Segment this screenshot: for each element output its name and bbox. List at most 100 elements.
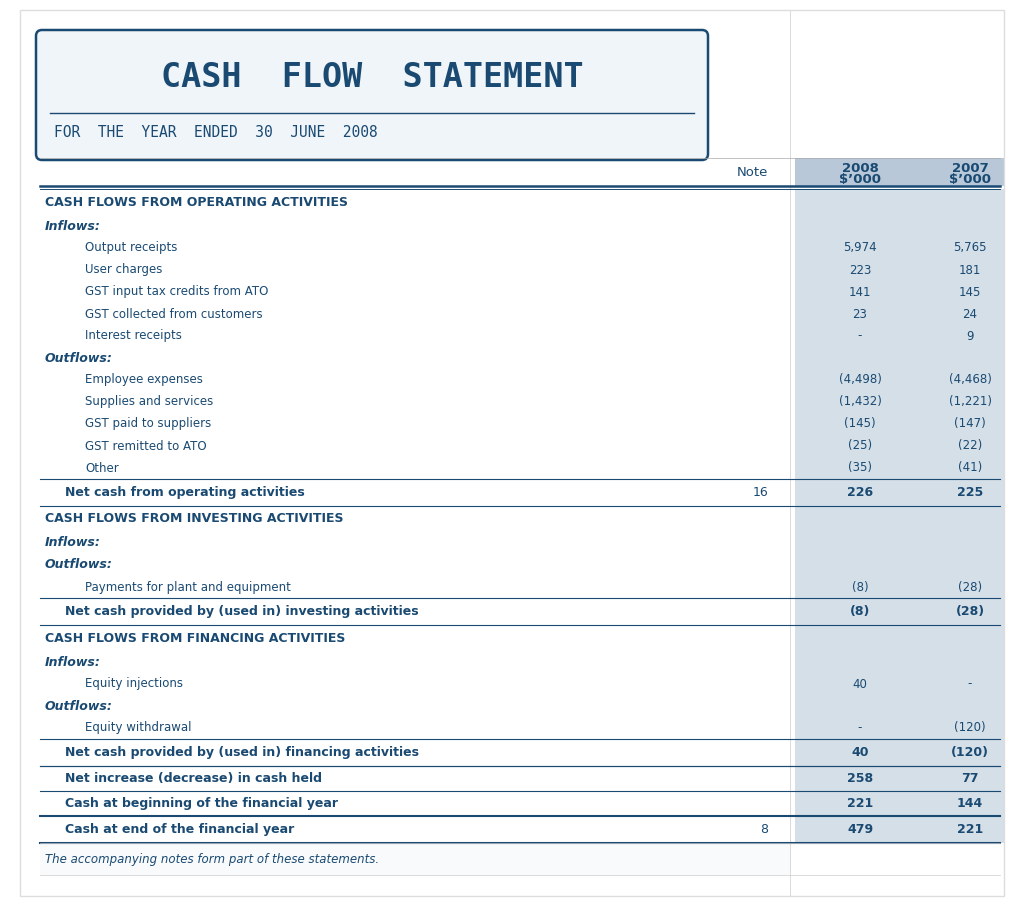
Bar [795,281,1005,303]
Text: Payments for plant and equipment: Payments for plant and equipment [85,581,291,593]
Text: Equity withdrawal: Equity withdrawal [85,721,191,735]
Text: Employee expenses: Employee expenses [85,373,203,387]
Bar [795,303,1005,325]
Text: (8): (8) [850,605,870,618]
Text: The accompanying notes form part of these statements.: The accompanying notes form part of thes… [45,853,379,865]
Bar [795,158,1005,186]
Text: CASH  FLOW  STATEMENT: CASH FLOW STATEMENT [161,61,584,94]
Text: (28): (28) [955,605,984,618]
Text: 2007: 2007 [951,161,988,175]
Text: 221: 221 [847,797,873,810]
Bar [795,506,1005,532]
Text: CASH FLOWS FROM OPERATING ACTIVITIES: CASH FLOWS FROM OPERATING ACTIVITIES [45,196,348,208]
Bar [795,695,1005,717]
Text: GST collected from customers: GST collected from customers [85,307,262,321]
Bar [795,554,1005,576]
Text: 40: 40 [851,746,868,759]
Text: 223: 223 [849,264,871,276]
Bar [795,766,1005,791]
Text: Net cash from operating activities: Net cash from operating activities [65,486,305,499]
Text: 479: 479 [847,823,873,836]
Text: $’000: $’000 [839,172,881,186]
Text: Outflows:: Outflows: [45,699,113,712]
Text: Outflows:: Outflows: [45,558,113,572]
Text: Interest receipts: Interest receipts [85,330,182,342]
Text: Net cash provided by (used in) financing activities: Net cash provided by (used in) financing… [65,746,419,759]
Text: -: - [858,330,862,342]
Bar [795,791,1005,816]
Text: -: - [968,678,972,690]
Text: Net cash provided by (used in) investing activities: Net cash provided by (used in) investing… [65,605,419,618]
Text: $’000: $’000 [949,172,991,186]
Text: 145: 145 [958,285,981,298]
Text: Inflows:: Inflows: [45,656,101,669]
Text: -: - [858,721,862,735]
Text: 2008: 2008 [842,161,879,175]
Text: 225: 225 [956,486,983,499]
Text: (8): (8) [852,581,868,593]
Bar [795,625,1005,651]
Bar [795,413,1005,435]
Text: Inflows:: Inflows: [45,219,101,233]
Bar [795,215,1005,237]
Text: Cash at beginning of the financial year: Cash at beginning of the financial year [65,797,338,810]
Text: 258: 258 [847,772,873,785]
Text: GST paid to suppliers: GST paid to suppliers [85,418,211,430]
FancyBboxPatch shape [36,30,708,160]
Text: Note: Note [736,166,768,178]
Text: 9: 9 [967,330,974,342]
Text: Inflows:: Inflows: [45,536,101,550]
Text: FOR  THE  YEAR  ENDED  30  JUNE  2008: FOR THE YEAR ENDED 30 JUNE 2008 [54,125,378,140]
Text: Outflows:: Outflows: [45,352,113,364]
Text: 181: 181 [958,264,981,276]
Text: (28): (28) [957,581,982,593]
Text: (1,432): (1,432) [839,396,882,409]
Bar [795,651,1005,673]
Text: 77: 77 [962,772,979,785]
Text: 5,974: 5,974 [843,242,877,255]
Text: 144: 144 [956,797,983,810]
Text: 141: 141 [849,285,871,298]
Bar [795,673,1005,695]
Bar [795,259,1005,281]
Text: 23: 23 [853,307,867,321]
Text: 8: 8 [760,823,768,836]
Bar [795,457,1005,479]
Text: 5,765: 5,765 [953,242,987,255]
Bar [795,237,1005,259]
Text: (120): (120) [954,721,986,735]
Bar [795,816,1005,843]
Text: (1,221): (1,221) [948,396,991,409]
Bar [795,739,1005,766]
Text: GST remitted to ATO: GST remitted to ATO [85,439,207,452]
Bar [795,325,1005,347]
Text: CASH FLOWS FROM INVESTING ACTIVITIES: CASH FLOWS FROM INVESTING ACTIVITIES [45,513,343,525]
Text: (35): (35) [848,461,872,475]
Text: User charges: User charges [85,264,163,276]
Text: (4,468): (4,468) [948,373,991,387]
Text: (145): (145) [844,418,876,430]
Text: (147): (147) [954,418,986,430]
Bar [795,717,1005,739]
Text: Output receipts: Output receipts [85,242,177,255]
Text: 16: 16 [753,486,768,499]
Bar [795,189,1005,215]
Bar [795,576,1005,598]
Text: Net increase (decrease) in cash held: Net increase (decrease) in cash held [65,772,322,785]
Text: 24: 24 [963,307,978,321]
Text: (4,498): (4,498) [839,373,882,387]
Text: GST input tax credits from ATO: GST input tax credits from ATO [85,285,268,298]
Bar [795,347,1005,369]
Bar [795,532,1005,554]
Text: (120): (120) [951,746,989,759]
Bar [40,843,790,875]
Text: Equity injections: Equity injections [85,678,183,690]
Bar [795,598,1005,625]
Bar [795,391,1005,413]
Text: (41): (41) [957,461,982,475]
Text: 221: 221 [956,823,983,836]
Text: Supplies and services: Supplies and services [85,396,213,409]
Bar [795,435,1005,457]
Text: Other: Other [85,461,119,475]
Bar [795,479,1005,506]
